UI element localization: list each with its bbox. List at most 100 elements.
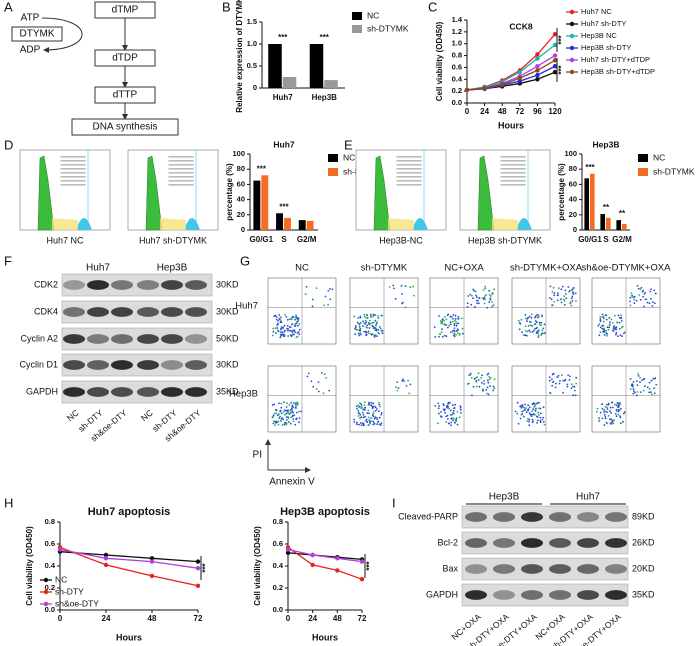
event <box>293 333 295 336</box>
event <box>453 324 456 327</box>
event <box>460 412 462 414</box>
event <box>380 412 383 414</box>
event <box>298 421 300 424</box>
event <box>548 379 551 382</box>
panel-letter: B <box>222 0 231 14</box>
event <box>273 403 276 406</box>
event <box>276 323 279 326</box>
event <box>539 421 542 424</box>
event <box>524 334 527 337</box>
event <box>530 413 533 416</box>
event <box>437 402 440 405</box>
event <box>274 424 276 427</box>
event <box>644 385 646 388</box>
event <box>483 296 486 299</box>
event <box>573 287 575 289</box>
event <box>365 418 368 421</box>
event <box>639 376 641 379</box>
y-axis-label: percentage (%) <box>225 163 234 221</box>
band <box>521 590 543 600</box>
event <box>461 317 463 320</box>
stat-line <box>168 176 194 178</box>
size-label: 35KD <box>216 386 239 396</box>
event <box>571 300 574 302</box>
event <box>537 329 540 332</box>
event <box>567 374 570 376</box>
event <box>537 334 540 337</box>
legend-label: NC <box>55 574 67 584</box>
event <box>619 402 621 404</box>
event <box>452 417 455 420</box>
event <box>376 321 378 324</box>
event <box>611 420 614 423</box>
event <box>367 424 370 426</box>
legend-marker <box>43 577 49 583</box>
band <box>161 280 183 290</box>
point <box>535 64 540 69</box>
event <box>457 315 460 318</box>
event <box>280 417 283 420</box>
event <box>300 410 302 413</box>
event <box>623 411 626 413</box>
bar <box>276 213 283 230</box>
legend-label: Huh7 sh-DTY <box>581 19 626 28</box>
event <box>306 375 309 378</box>
event <box>365 321 368 324</box>
event <box>567 286 570 288</box>
point <box>103 552 109 558</box>
legend-label: sh-DTYMK <box>653 166 695 176</box>
event <box>621 335 623 338</box>
event <box>379 405 381 408</box>
event <box>610 412 613 414</box>
event <box>292 411 294 414</box>
event <box>438 335 440 338</box>
event <box>637 375 640 377</box>
event <box>528 412 531 415</box>
event <box>372 413 375 415</box>
point <box>285 547 291 552</box>
stat-line <box>500 176 526 178</box>
event <box>287 421 290 423</box>
point <box>535 72 540 78</box>
event <box>442 404 445 407</box>
event <box>653 289 656 292</box>
event <box>615 326 618 329</box>
event <box>521 405 524 408</box>
y-tick-label: 0.4 <box>45 561 56 570</box>
event <box>444 316 446 318</box>
event <box>445 324 448 327</box>
group-label: Hep3B <box>157 263 188 274</box>
y-tick-label: 0.5 <box>247 61 257 70</box>
event <box>528 420 530 423</box>
event <box>380 328 382 330</box>
event <box>650 288 653 291</box>
event <box>441 320 444 323</box>
y-axis-label: Cell viability (OD450) <box>435 21 444 101</box>
x-tick-label: S <box>281 235 287 244</box>
protein-label: GAPDH <box>26 386 58 396</box>
event <box>288 329 291 332</box>
event <box>447 326 449 329</box>
event <box>452 329 455 332</box>
event <box>372 315 375 318</box>
event <box>532 408 535 410</box>
event <box>324 295 327 298</box>
significance: *** <box>257 164 267 173</box>
event <box>636 384 639 387</box>
event <box>472 385 475 388</box>
event <box>286 410 289 412</box>
event <box>286 318 289 321</box>
event <box>448 324 450 327</box>
event <box>376 408 378 410</box>
event <box>378 410 380 413</box>
event <box>599 326 602 329</box>
event <box>449 323 452 326</box>
event <box>290 318 293 321</box>
protein-label: Cleaved-PARP <box>398 511 458 521</box>
event <box>611 401 614 404</box>
event <box>486 306 489 309</box>
event <box>369 315 372 317</box>
event <box>381 314 384 317</box>
event <box>374 327 377 329</box>
